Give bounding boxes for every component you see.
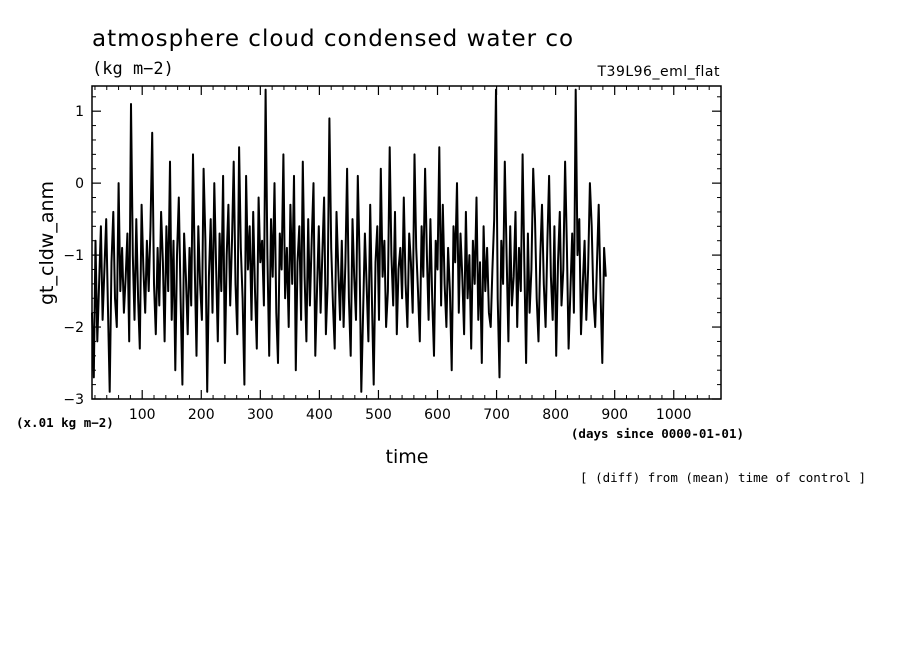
chart-units: (kg m−2) <box>92 59 174 79</box>
y-tick-label: −3 <box>63 392 84 408</box>
y-tick-label: −1 <box>63 248 84 264</box>
x-tick-label: 100 <box>129 407 156 423</box>
x-tick-label: 900 <box>601 407 628 423</box>
x-tick-label: 600 <box>424 407 451 423</box>
footnote: [ (diff) from (mean) time of control ] <box>580 470 866 485</box>
y-scale-note: (x.01 kg m−2) <box>16 415 114 430</box>
run-name: T39L96_eml_flat <box>596 64 720 80</box>
data-series-line <box>91 88 607 393</box>
plot-area <box>91 85 722 400</box>
y-axis: 1 0 −1 −2 −3 <box>63 96 721 408</box>
y-tick-label: −2 <box>63 320 84 336</box>
plot-frame <box>91 85 722 400</box>
x-tick-label: 500 <box>365 407 392 423</box>
y-tick-label: 1 <box>75 104 84 120</box>
x-tick-label: 800 <box>542 407 569 423</box>
x-axis: 100 200 300 400 500 600 700 800 900 1000 <box>94 86 722 423</box>
x-tick-label: 400 <box>306 407 333 423</box>
x-units-note: (days since 0000-01-01) <box>571 426 744 441</box>
chart-title: atmosphere cloud condensed water co <box>92 26 574 52</box>
y-axis-label: gt_cldw_anm <box>36 181 58 305</box>
y-tick-label: 0 <box>75 176 84 192</box>
x-tick-label: 300 <box>247 407 274 423</box>
x-tick-label: 1000 <box>656 407 692 423</box>
x-tick-label: 700 <box>483 407 510 423</box>
x-axis-label: time <box>386 446 429 468</box>
x-tick-label: 200 <box>188 407 215 423</box>
